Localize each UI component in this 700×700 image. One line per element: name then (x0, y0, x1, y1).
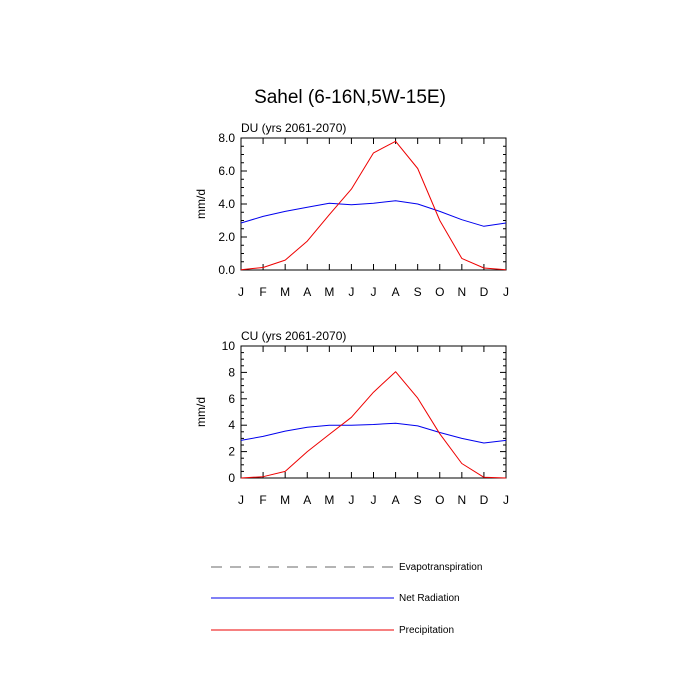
y-tick-label-du: 8.0 (218, 131, 235, 145)
x-tick-label-du: J (348, 285, 354, 299)
panel-title-cu: CU (yrs 2061-2070) (241, 329, 346, 343)
y-tick-label-cu: 10 (222, 339, 236, 353)
y-tick-label-cu: 6 (228, 392, 235, 406)
x-tick-label-cu: J (371, 493, 377, 507)
x-tick-label-du: M (280, 285, 290, 299)
y-axis-label-cu: mm/d (194, 397, 208, 427)
y-axis-label-du: mm/d (194, 189, 208, 219)
x-tick-label-du: S (414, 285, 422, 299)
x-tick-label-cu: A (392, 493, 400, 507)
y-tick-label-cu: 2 (228, 445, 235, 459)
x-tick-label-du: F (259, 285, 266, 299)
series-line-net-radiation-cu (240, 422, 507, 444)
x-tick-label-du: O (435, 285, 444, 299)
x-tick-label-cu: M (280, 493, 290, 507)
plot-frame-cu (240, 345, 507, 479)
x-tick-label-cu: O (435, 493, 444, 507)
series-line-net-radiation-du (240, 200, 507, 227)
y-tick-label-cu: 0 (228, 471, 235, 485)
x-tick-label-du: M (324, 285, 334, 299)
legend: Evapotranspiration Net Radiation Precipi… (211, 562, 482, 636)
x-tick-label-cu: N (457, 493, 466, 507)
x-tick-label-du: A (303, 285, 311, 299)
legend-label-evapotranspiration: Evapotranspiration (399, 562, 482, 573)
plot-frame-du (240, 137, 507, 271)
x-tick-label-cu: A (303, 493, 311, 507)
x-tick-label-cu: M (324, 493, 334, 507)
x-tick-label-du: J (238, 285, 244, 299)
x-tick-label-cu: D (480, 493, 489, 507)
x-tick-label-cu: J (503, 493, 509, 507)
x-tick-label-cu: F (259, 493, 266, 507)
y-tick-label-du: 4.0 (218, 197, 235, 211)
series-line-precipitation-cu (240, 371, 507, 479)
y-tick-label-du: 6.0 (218, 164, 235, 178)
series-line-precipitation-du (240, 140, 507, 271)
panel-du: DU (yrs 2061-2070)mm/d0.02.04.06.08.0J F M… (194, 121, 509, 299)
x-tick-label-du: N (457, 285, 466, 299)
y-tick-label-cu: 8 (228, 365, 235, 379)
legend-label-net-radiation: Net Radiation (399, 593, 460, 604)
figure-title: Sahel (6-16N,5W-15E) (254, 87, 446, 108)
x-tick-label-du: D (480, 285, 489, 299)
x-tick-label-cu: S (414, 493, 422, 507)
x-tick-label-du: A (392, 285, 400, 299)
y-tick-label-du: 2.0 (218, 230, 235, 244)
x-tick-label-du: J (371, 285, 377, 299)
y-tick-label-du: 0.0 (218, 263, 235, 277)
panel-title-du: DU (yrs 2061-2070) (241, 121, 346, 135)
y-tick-label-cu: 4 (228, 418, 235, 432)
x-tick-label-du: J (503, 285, 509, 299)
x-tick-label-cu: J (238, 493, 244, 507)
x-tick-label-cu: J (348, 493, 354, 507)
legend-label-precipitation: Precipitation (399, 625, 454, 636)
